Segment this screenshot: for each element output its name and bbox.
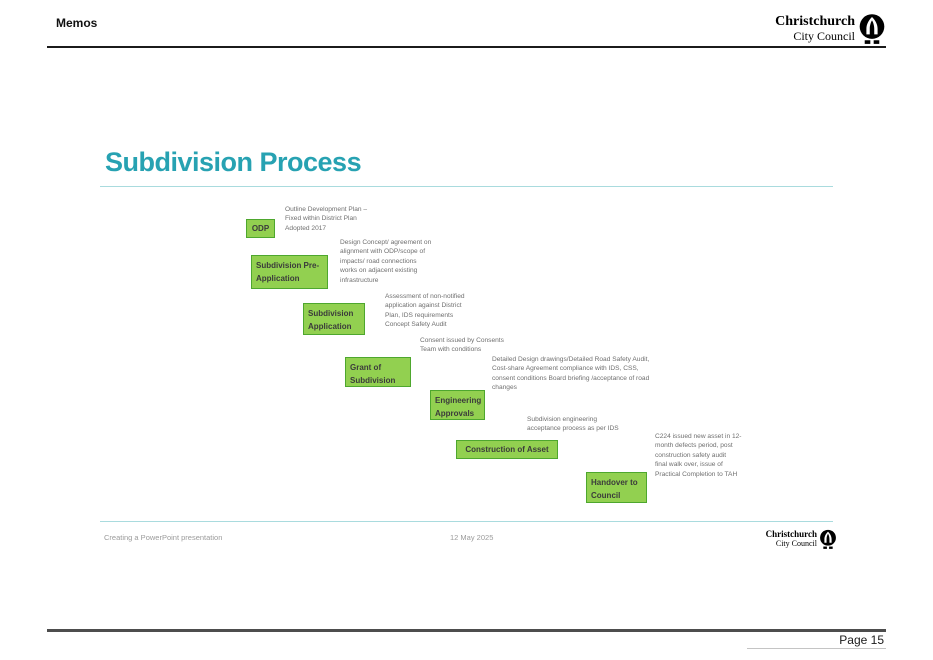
footer-divider — [47, 629, 886, 632]
ccc-crest-icon — [859, 14, 885, 44]
process-step-note-application: Assessment of non-notified application a… — [385, 293, 465, 329]
logo-text-line1: Christchurch — [775, 14, 855, 30]
process-step-note-construction: Subdivision engineering acceptance proce… — [527, 416, 619, 433]
process-step-box-odp: ODP — [246, 219, 275, 238]
ccc-crest-icon-small — [820, 529, 836, 549]
process-step-box-engineering: Engineering Approvals — [430, 390, 485, 420]
process-step-note-pre-application: Design Concept/ agreement on alignment w… — [340, 239, 432, 284]
process-step-note-grant: Consent issued by Consents Team with con… — [420, 337, 504, 354]
process-step-box-grant: Grant of Subdivision — [345, 357, 411, 387]
process-step-note-engineering: Detailed Design drawings/Detailed Road S… — [492, 356, 650, 392]
slide-title-divider — [100, 186, 833, 187]
process-step-box-handover: Handover to Council — [586, 472, 647, 503]
process-step-note-handover: C224 issued new asset in 12- month defec… — [655, 433, 742, 478]
page-number-underline — [747, 648, 886, 649]
logo-text-line2-small: City Council — [775, 538, 817, 548]
logo-text-line2: City Council — [793, 28, 855, 43]
slide-title: Subdivision Process — [105, 147, 362, 177]
ccc-logo-slide-footer: Christchurch City Council — [766, 529, 837, 549]
slide-footer-date: 12 May 2025 — [450, 533, 494, 542]
slide-footer-caption: Creating a PowerPoint presentation — [104, 533, 223, 542]
process-step-box-construction: Construction of Asset — [456, 440, 558, 459]
page-number: Page 15 — [839, 633, 884, 647]
slide-footer-divider — [100, 521, 833, 522]
ccc-logo-header: Christchurch City Council — [775, 13, 886, 44]
ccc-logo-text: Christchurch City Council — [775, 14, 855, 43]
process-step-box-pre-application: Subdivision Pre- Application — [251, 255, 328, 289]
header-divider — [47, 46, 886, 48]
header-title: Memos — [56, 16, 98, 30]
process-step-box-application: Subdivision Application — [303, 303, 365, 335]
logo-text-line1-small: Christchurch — [765, 529, 817, 540]
process-step-note-odp: Outline Development Plan – Fixed within … — [285, 206, 368, 232]
ccc-logo-text-small: Christchurch City Council — [765, 529, 817, 548]
